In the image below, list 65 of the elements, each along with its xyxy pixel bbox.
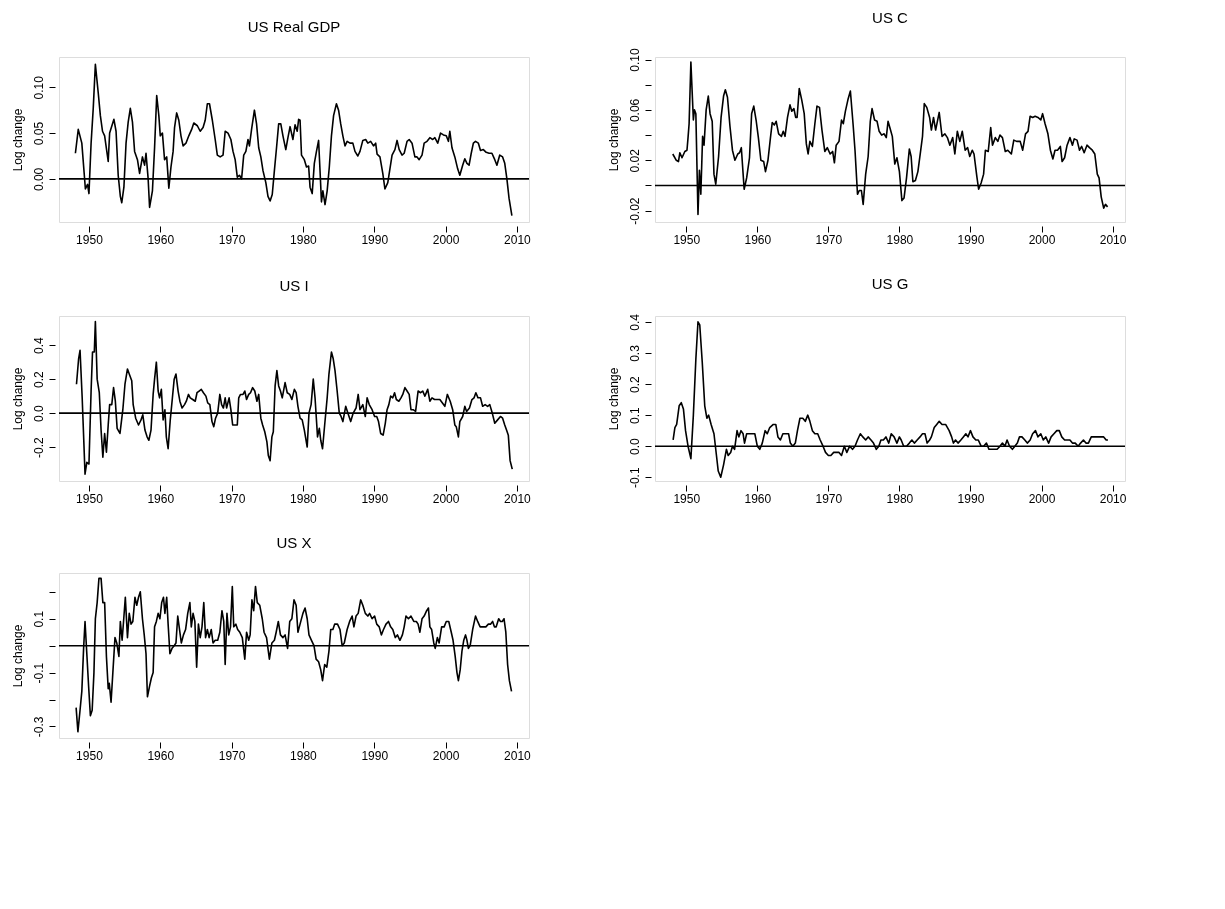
y-tick-label: 0.0 xyxy=(31,404,46,422)
x-tick-label: 1960 xyxy=(744,232,772,247)
x-tick-label: 1980 xyxy=(886,232,914,247)
x-tick-label: 2000 xyxy=(432,748,460,763)
x-tick-label: 2010 xyxy=(504,232,532,247)
chart-title: US G xyxy=(871,274,909,292)
y-tick-label: 0.4 xyxy=(627,313,642,331)
chart-title: US Real GDP xyxy=(247,18,341,35)
x-tick-label: 2010 xyxy=(1099,491,1127,506)
y-tick-label: 0.0 xyxy=(627,438,642,456)
x-tick-label: 1960 xyxy=(744,491,772,506)
y-tick-label: 0.00 xyxy=(31,167,46,192)
x-tick-label: 2000 xyxy=(432,232,460,247)
x-tick-label: 1990 xyxy=(361,748,389,763)
x-tick-label: 2000 xyxy=(1028,232,1056,247)
chart-title: US I xyxy=(279,277,309,294)
x-tick-label: 1960 xyxy=(147,232,175,247)
y-tick-label: 0.10 xyxy=(31,75,46,100)
x-tick-label: 1970 xyxy=(815,232,843,247)
y-tick-label: 0.2 xyxy=(627,375,642,393)
y-axis-title: Log change xyxy=(10,108,25,172)
x-tick-label: 1980 xyxy=(290,748,318,763)
x-tick-label: 1950 xyxy=(673,491,701,506)
x-tick-label: 1950 xyxy=(76,491,104,506)
y-tick-label: -0.3 xyxy=(31,716,46,738)
x-tick-label: 1960 xyxy=(147,748,175,763)
y-tick-label: 0.02 xyxy=(627,148,642,173)
x-tick-label: 1980 xyxy=(290,491,318,506)
chart-title: US X xyxy=(276,534,312,551)
y-tick-label: -0.02 xyxy=(627,197,642,225)
x-tick-label: 1950 xyxy=(673,232,701,247)
x-tick-label: 1990 xyxy=(361,491,389,506)
y-axis-title: Log change xyxy=(10,624,25,688)
x-tick-label: 1980 xyxy=(290,232,318,247)
x-tick-label: 1990 xyxy=(957,491,985,506)
x-tick-label: 1950 xyxy=(76,232,104,247)
x-tick-label: 1970 xyxy=(218,748,246,763)
y-tick-label: 0.10 xyxy=(627,48,642,72)
y-axis-title: Log change xyxy=(10,367,25,431)
x-tick-label: 2000 xyxy=(1028,491,1056,506)
y-tick-label: -0.2 xyxy=(31,436,46,458)
x-tick-label: 2010 xyxy=(1099,232,1127,247)
y-tick-label: 0.05 xyxy=(31,121,46,146)
x-tick-label: 1950 xyxy=(76,748,104,763)
x-tick-label: 1990 xyxy=(957,232,985,247)
x-tick-label: 1990 xyxy=(361,232,389,247)
x-tick-label: 1980 xyxy=(886,491,914,506)
y-tick-label: 0.06 xyxy=(627,98,642,123)
y-axis-title: Log change xyxy=(606,108,621,172)
y-axis-title: Log change xyxy=(606,367,621,431)
x-tick-label: 1970 xyxy=(218,232,246,247)
x-tick-label: 2010 xyxy=(504,748,532,763)
y-tick-label: 0.2 xyxy=(31,370,46,388)
x-tick-label: 1960 xyxy=(147,491,175,506)
x-tick-label: 1970 xyxy=(218,491,246,506)
chart-title: US C xyxy=(872,8,909,26)
y-tick-label: 0.4 xyxy=(31,337,46,355)
x-tick-label: 2000 xyxy=(432,491,460,506)
y-tick-label: -0.1 xyxy=(627,467,642,489)
y-tick-label: 0.1 xyxy=(31,610,46,628)
y-tick-label: 0.1 xyxy=(627,406,642,424)
x-tick-label: 1970 xyxy=(815,491,843,506)
y-tick-label: 0.3 xyxy=(627,344,642,362)
x-tick-label: 2010 xyxy=(504,491,532,506)
y-tick-label: -0.1 xyxy=(31,662,46,684)
